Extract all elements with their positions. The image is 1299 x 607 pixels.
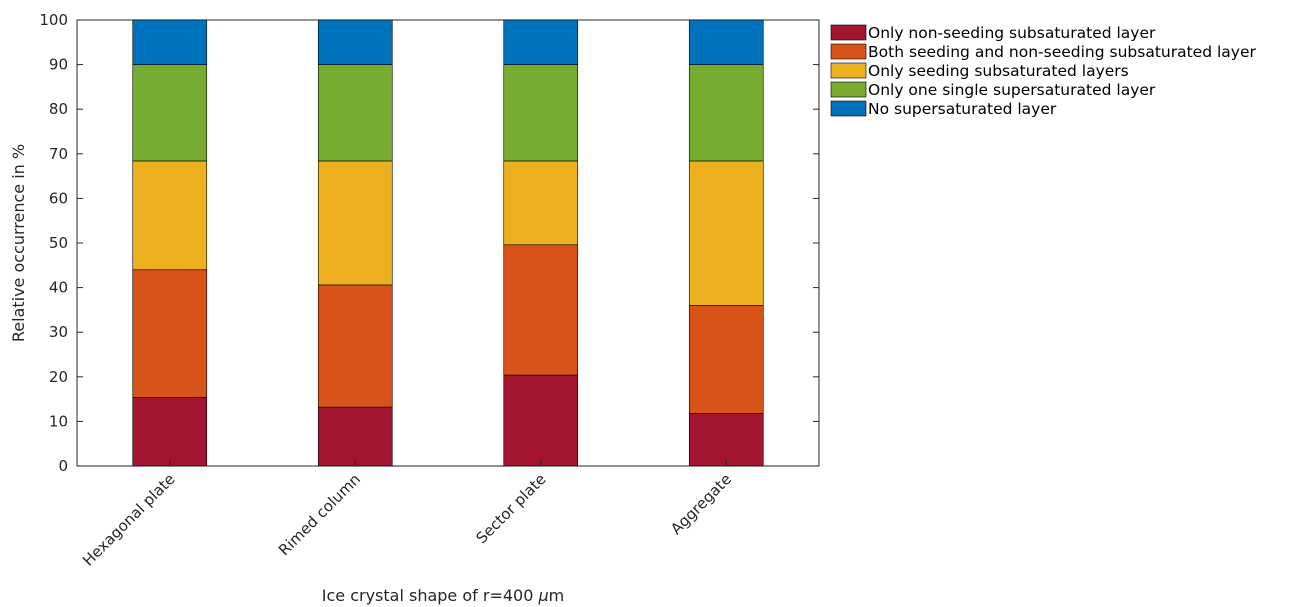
legend-swatch-only-one-single-supersaturated-layer — [830, 81, 867, 98]
x-tick-label-sector-plate: Sector plate — [473, 470, 550, 547]
legend-label-only-non-seeding-subsaturated-layer: Only non-seeding subsaturated layer — [868, 24, 1156, 42]
legend-swatch-only-seeding-subsaturated-layers — [830, 62, 867, 79]
legend-label-only-one-single-supersaturated-layer: Only one single supersaturated layer — [868, 81, 1156, 99]
bar-segment-aggregate-no-supersaturated-layer — [688, 19, 764, 65]
x-tick-label-hexagonal-plate: Hexagonal plate — [79, 470, 178, 569]
y-tick-label: 90 — [49, 56, 68, 74]
bar-segment-hexagonal-plate-only-non-seeding-subsaturated-layer — [132, 397, 208, 467]
bar-segment-aggregate-both-seeding-and-non-seeding-subsaturated-layer — [688, 305, 764, 414]
bar-segment-hexagonal-plate-only-one-single-supersaturated-layer — [132, 64, 208, 162]
legend-swatch-no-supersaturated-layer — [830, 100, 867, 117]
y-tick-label: 10 — [49, 412, 68, 430]
y-axis-title: Relative occurrence in % — [9, 144, 28, 342]
x-axis-title: Ice crystal shape of r=400 μm — [322, 586, 565, 605]
bar-segment-rimed-column-no-supersaturated-layer — [317, 19, 393, 65]
x-axis-title-unit-symbol: μ — [537, 586, 548, 605]
y-tick-label: 60 — [49, 189, 68, 207]
bar-segment-rimed-column-both-seeding-and-non-seeding-subsaturated-layer — [317, 284, 393, 408]
y-axis-ticks: 0 10 20 30 40 50 60 70 80 90 100 — [39, 11, 819, 475]
x-axis-title-prefix: Ice crystal shape of r=400 — [322, 586, 539, 605]
x-tick-label-rimed-column: Rimed column — [275, 470, 364, 559]
legend-swatch-both-seeding-and-non-seeding-subsaturated-layer — [830, 43, 867, 60]
bar-segment-sector-plate-only-one-single-supersaturated-layer — [503, 64, 579, 162]
bar-segment-aggregate-only-seeding-subsaturated-layers — [688, 160, 764, 306]
y-tick-label: 40 — [49, 279, 68, 297]
x-axis-title-unit: m — [549, 586, 565, 605]
bar-segment-hexagonal-plate-both-seeding-and-non-seeding-subsaturated-layer — [132, 269, 208, 398]
bar-segment-hexagonal-plate-no-supersaturated-layer — [132, 19, 208, 65]
y-tick-label: 20 — [49, 368, 68, 386]
bars — [132, 19, 764, 467]
bar-segment-sector-plate-no-supersaturated-layer — [503, 19, 579, 65]
bar-segment-sector-plate-both-seeding-and-non-seeding-subsaturated-layer — [503, 244, 579, 376]
y-tick-label: 80 — [49, 100, 68, 118]
y-tick-label: 30 — [49, 323, 68, 341]
bar-segment-rimed-column-only-non-seeding-subsaturated-layer — [317, 406, 393, 467]
bar-segment-rimed-column-only-seeding-subsaturated-layers — [317, 160, 393, 286]
legend-label-only-seeding-subsaturated-layers: Only seeding subsaturated layers — [868, 62, 1129, 80]
y-tick-label: 0 — [58, 457, 68, 475]
legend-label-both-seeding-and-non-seeding-subsaturated-layer: Both seeding and non-seeding subsaturate… — [868, 43, 1256, 61]
y-tick-label: 50 — [49, 234, 68, 252]
y-tick-label: 100 — [39, 11, 68, 29]
y-tick-label: 70 — [49, 145, 68, 163]
legend-swatch-only-non-seeding-subsaturated-layer — [830, 24, 867, 41]
bar-segment-rimed-column-only-one-single-supersaturated-layer — [317, 64, 393, 162]
bar-segment-aggregate-only-one-single-supersaturated-layer — [688, 64, 764, 162]
x-tick-label-aggregate: Aggregate — [667, 470, 735, 538]
bar-segment-sector-plate-only-seeding-subsaturated-layers — [503, 160, 579, 246]
bar-segment-hexagonal-plate-only-seeding-subsaturated-layers — [132, 160, 208, 271]
bar-segment-aggregate-only-non-seeding-subsaturated-layer — [688, 413, 764, 467]
x-axis-ticks: Hexagonal plate Rimed column Sector plate A… — [79, 460, 735, 570]
legend: Only non-seeding subsaturated layerBoth … — [830, 24, 1256, 118]
legend-label-no-supersaturated-layer: No supersaturated layer — [868, 100, 1057, 118]
bar-segment-sector-plate-only-non-seeding-subsaturated-layer — [503, 374, 579, 467]
